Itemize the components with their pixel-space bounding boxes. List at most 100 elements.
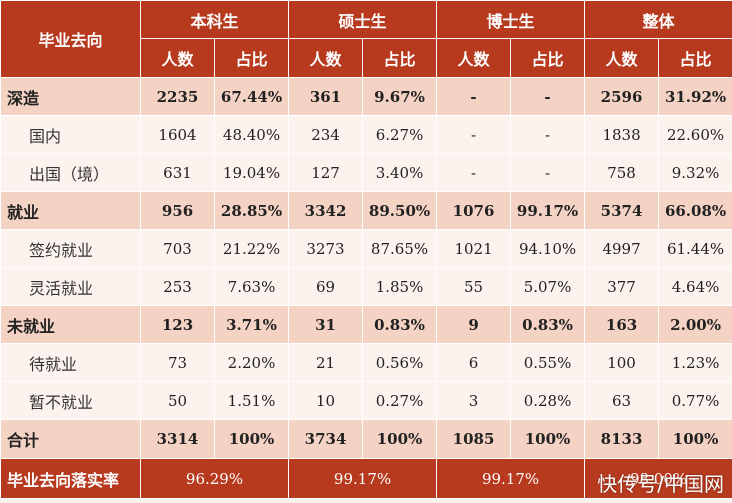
watermark: 快传号/中国网	[597, 472, 724, 496]
cell-count: 9	[436, 305, 512, 344]
cell-count: 1838	[584, 115, 660, 154]
cell-ratio: 21.22%	[213, 229, 290, 268]
cell-count: 3	[436, 381, 512, 420]
cell-count: 1085	[436, 419, 512, 459]
cell-ratio: 7.63%	[213, 267, 290, 306]
cell-count: 2596	[584, 77, 660, 116]
cell-ratio: 2.00%	[658, 305, 732, 344]
cell-count: 3734	[288, 419, 364, 459]
cell-count: 1604	[140, 115, 215, 154]
row-label: 出国（境）	[0, 153, 141, 192]
table-row: 就业 956 28.85% 3342 89.50% 1076 99.17% 5374 66.08…	[0, 191, 732, 230]
cell-ratio: 5.07%	[510, 267, 586, 306]
footer-label: 毕业去向落实率	[0, 458, 141, 499]
footer-value-doctor: 99.17%	[436, 458, 586, 499]
row-label: 暂不就业	[0, 381, 141, 420]
cell-ratio: 61.44%	[658, 229, 732, 268]
table-row: 签约就业 703 21.22% 3273 87.65% 1021 94.10% 4997 61.…	[0, 229, 732, 268]
cell-count: 8133	[584, 419, 660, 459]
cell-ratio: 67.44%	[213, 77, 290, 116]
cell-count: 31	[288, 305, 364, 344]
sub-header-count: 人数	[140, 38, 215, 78]
cell-ratio: 28.85%	[213, 191, 290, 230]
sub-header-ratio: 占比	[510, 38, 586, 78]
cell-ratio: 100%	[658, 419, 732, 459]
group-header-doctor: 博士生	[436, 0, 586, 39]
table-row: 灵活就业 253 7.63% 69 1.85% 55 5.07% 377 4.64%	[0, 267, 732, 306]
row-header-label: 毕业去向	[0, 0, 141, 78]
footer-value-master: 99.17%	[288, 458, 438, 499]
cell-ratio: 31.92%	[658, 77, 732, 116]
cell-count: 253	[140, 267, 215, 306]
row-label: 合计	[0, 419, 141, 459]
sub-header-ratio: 占比	[658, 38, 732, 78]
table-row: 深造 2235 67.44% 361 9.67% - -2596 31.92%	[0, 77, 732, 116]
cell-count: 2235	[140, 77, 215, 116]
sub-header-count: 人数	[584, 38, 660, 78]
cell-count: 63	[584, 381, 660, 420]
cell-count: 361	[288, 77, 364, 116]
cell-count: 1076	[436, 191, 512, 230]
cell-ratio: 9.67%	[362, 77, 438, 116]
cell-ratio: 0.77%	[658, 381, 732, 420]
cell-ratio: 48.40%	[213, 115, 290, 154]
cell-count: 3273	[288, 229, 364, 268]
sub-header-ratio: 占比	[362, 38, 438, 78]
cell-count: 55	[436, 267, 512, 306]
table-row: 暂不就业 50 1.51% 10 0.27% 3 0.28% 63 0.77%	[0, 381, 732, 420]
cell-ratio: 2.20%	[213, 343, 290, 382]
cell-ratio: 3.40%	[362, 153, 438, 192]
cell-count: 703	[140, 229, 215, 268]
cell-ratio: 19.04%	[213, 153, 290, 192]
cell-ratio: -	[510, 77, 586, 116]
cell-ratio: 100%	[510, 419, 586, 459]
cell-ratio: -	[510, 115, 586, 154]
cell-count: 21	[288, 343, 364, 382]
cell-count: 758	[584, 153, 660, 192]
cell-count: 163	[584, 305, 660, 344]
cell-count: 123	[140, 305, 215, 344]
cell-ratio: 0.27%	[362, 381, 438, 420]
cell-ratio: 0.55%	[510, 343, 586, 382]
cell-ratio: 22.60%	[658, 115, 732, 154]
row-label: 就业	[0, 191, 141, 230]
cell-ratio: 4.64%	[658, 267, 732, 306]
cell-count: 1021	[436, 229, 512, 268]
cell-count: 3342	[288, 191, 364, 230]
cell-ratio: 89.50%	[362, 191, 438, 230]
footer-value-overall: 98.00%	[584, 458, 732, 499]
cell-ratio: 0.56%	[362, 343, 438, 382]
group-header-master: 硕士生	[288, 0, 438, 39]
cell-count: 234	[288, 115, 364, 154]
cell-ratio: 1.51%	[213, 381, 290, 420]
cell-ratio: 0.83%	[510, 305, 586, 344]
cell-ratio: 3.71%	[213, 305, 290, 344]
cell-count: 6	[436, 343, 512, 382]
row-label: 未就业	[0, 305, 141, 344]
cell-count: 3314	[140, 419, 215, 459]
cell-count: 631	[140, 153, 215, 192]
cell-count: 10	[288, 381, 364, 420]
cell-count: 69	[288, 267, 364, 306]
cell-ratio: 0.83%	[362, 305, 438, 344]
sub-header-ratio: 占比	[213, 38, 290, 78]
cell-ratio: 99.17%	[510, 191, 586, 230]
footer-row: 毕业去向落实率 96.29% 99.17% 99.17% 98.00%	[0, 458, 732, 499]
cell-ratio: 9.32%	[658, 153, 732, 192]
cell-count: 100	[584, 343, 660, 382]
cell-ratio: -	[510, 153, 586, 192]
table-row: 合计 3314 100% 3734 100% 1085 100% 8133 100%	[0, 419, 732, 459]
cell-count: 956	[140, 191, 215, 230]
group-header-undergrad: 本科生	[139, 0, 290, 39]
cell-count: 377	[584, 267, 660, 306]
table-row: 待就业 73 2.20% 21 0.56% 6 0.55% 100 1.23%	[0, 343, 732, 382]
cell-ratio: 0.28%	[510, 381, 586, 420]
group-header-overall: 整体	[584, 0, 732, 39]
table-row: 未就业 123 3.71% 31 0.83% 9 0.83% 163 2.00%	[0, 305, 732, 344]
row-label: 深造	[0, 77, 141, 116]
row-label: 国内	[0, 115, 141, 154]
cell-count: 50	[140, 381, 215, 420]
table-row: 出国（境） 631 19.04% 127 3.40% - -758 9.32%	[0, 153, 732, 192]
cell-ratio: 94.10%	[510, 229, 586, 268]
